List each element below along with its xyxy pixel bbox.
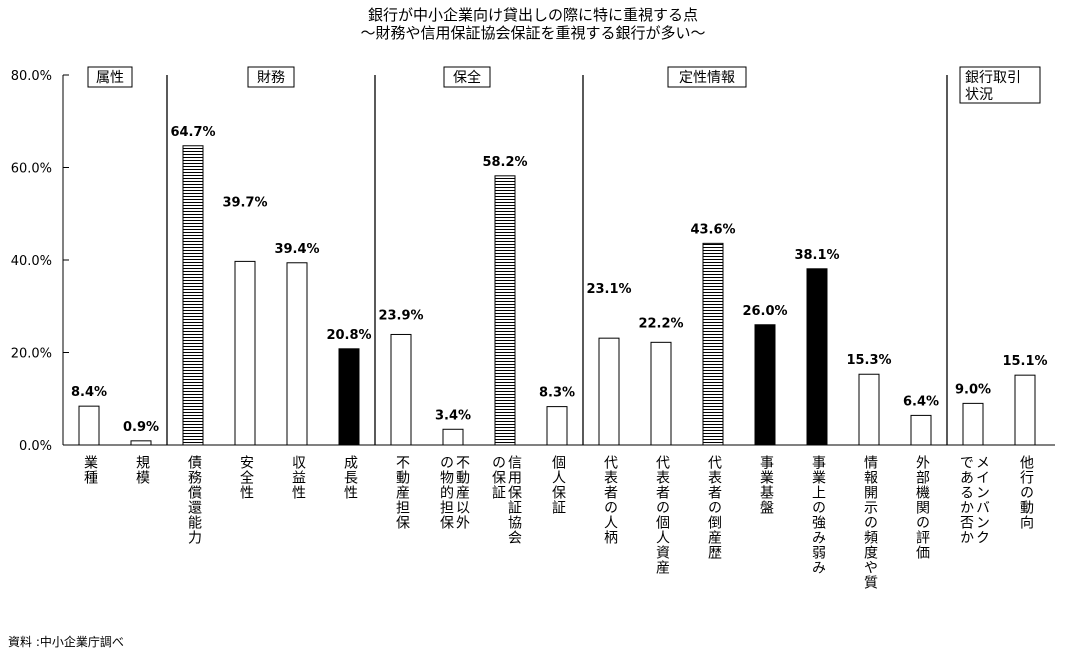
group-header-label: 状況 <box>965 87 993 103</box>
category-label: 規模 <box>134 455 150 485</box>
bar <box>546 406 568 446</box>
data-label: 26.0% <box>742 304 787 319</box>
bar <box>234 260 256 446</box>
bar <box>1014 374 1036 446</box>
category-label: 代表者の倒産歴 <box>706 455 722 560</box>
category-label: 収益性 <box>290 455 306 500</box>
data-label: 58.2% <box>482 155 527 170</box>
data-label: 23.1% <box>586 282 631 297</box>
category-label-line: 代表者の人柄 <box>602 455 618 545</box>
category-label-line: メインバンク <box>974 455 990 545</box>
data-label: 39.7% <box>222 195 267 210</box>
category-label: メインバンク であるか否か <box>958 455 990 545</box>
bar <box>390 333 412 446</box>
group-header-label: 財務 <box>257 70 285 86</box>
category-label-line: 債務償還能力 <box>186 455 202 545</box>
bar <box>806 268 828 446</box>
chart-subtitle: ～財務や信用保証協会保証を重視する銀行が多い～ <box>360 24 705 42</box>
bar <box>598 337 620 446</box>
bar <box>286 262 308 446</box>
y-tick-label: 20.0% <box>11 347 52 362</box>
data-label: 20.8% <box>326 328 371 343</box>
bar <box>442 428 464 446</box>
category-label: 業種 <box>82 455 98 485</box>
data-label: 0.9% <box>123 420 159 435</box>
data-label: 38.1% <box>794 248 839 263</box>
source-note: 資料 :中小企業庁調べ <box>8 635 124 649</box>
category-label: 信用保証協会 の保証 <box>490 455 522 545</box>
bar <box>338 348 360 446</box>
bar <box>182 145 204 446</box>
y-tick-label: 60.0% <box>11 162 52 177</box>
bar <box>78 405 100 446</box>
category-label-line: 外部機関の評価 <box>914 455 930 560</box>
category-label-line: 不動産以外 <box>454 455 470 530</box>
group-header-box <box>959 66 1041 104</box>
category-label: 債務償還能力 <box>186 455 202 545</box>
bar <box>650 341 672 446</box>
group-header-box <box>667 66 747 88</box>
category-label: 情報開示の頻度や質 <box>862 455 878 590</box>
category-label: 代表者の人柄 <box>602 455 618 545</box>
category-label: 事業基盤 <box>758 455 774 515</box>
category-label-line: 収益性 <box>290 455 306 500</box>
bar <box>130 440 152 446</box>
category-label-line: の保証 <box>490 455 506 500</box>
category-label: 外部機関の評価 <box>914 455 930 560</box>
category-label: 代表者の個人資産 <box>654 455 670 575</box>
bar <box>962 402 984 446</box>
data-label: 23.9% <box>378 308 423 323</box>
data-label: 64.7% <box>170 125 215 140</box>
data-label: 15.3% <box>846 353 891 368</box>
category-label: 他行の動向 <box>1018 455 1034 530</box>
chart-title: 銀行が中小企業向け貸出しの際に特に重視する点 <box>368 6 698 24</box>
category-label-line: 他行の動向 <box>1018 455 1034 530</box>
category-label-line: の物的担保 <box>438 455 454 530</box>
category-label-line: 個人保証 <box>550 455 566 515</box>
y-tick-label: 0.0% <box>19 439 52 454</box>
bar <box>910 414 932 446</box>
data-label: 8.3% <box>539 386 575 401</box>
category-label-line: 事業基盤 <box>758 455 774 515</box>
y-tick-label: 40.0% <box>11 254 52 269</box>
bar <box>754 324 776 446</box>
group-header-label: 銀行取引 <box>965 70 1021 86</box>
group-header-label: 属性 <box>96 70 124 86</box>
category-label-line: 成長性 <box>342 455 358 500</box>
category-label: 不動産以外 の物的担保 <box>438 455 470 530</box>
group-header-box <box>247 66 295 88</box>
group-header-box <box>443 66 491 88</box>
data-label: 43.6% <box>690 222 735 237</box>
data-label: 9.0% <box>955 382 991 397</box>
category-label-line: 安全性 <box>238 455 254 500</box>
category-label-line: 不動産担保 <box>394 455 410 530</box>
data-label: 22.2% <box>638 316 683 331</box>
bar <box>702 242 724 446</box>
category-label-line: 事業上の強み弱み <box>810 455 826 575</box>
category-label-line: 代表者の個人資産 <box>654 455 670 575</box>
category-label-line: であるか否か <box>958 455 974 545</box>
group-header-box <box>87 66 133 88</box>
data-label: 6.4% <box>903 394 939 409</box>
group-header-label: 定性情報 <box>679 70 735 86</box>
data-label: 15.1% <box>1002 354 1047 369</box>
category-label: 個人保証 <box>550 455 566 515</box>
bar <box>494 175 516 446</box>
category-label-line: 代表者の倒産歴 <box>706 455 722 560</box>
category-label-line: 情報開示の頻度や質 <box>862 455 878 590</box>
y-tick-label: 80.0% <box>11 69 52 84</box>
data-label: 8.4% <box>71 385 107 400</box>
bar <box>858 373 880 446</box>
category-label: 安全性 <box>238 455 254 500</box>
category-label-line: 規模 <box>134 455 150 485</box>
data-label: 3.4% <box>435 408 471 423</box>
category-label: 成長性 <box>342 455 358 500</box>
category-label-line: 業種 <box>82 455 98 485</box>
category-label: 不動産担保 <box>394 455 410 530</box>
group-header-label: 保全 <box>453 69 481 86</box>
category-label: 事業上の強み弱み <box>810 455 826 575</box>
data-label: 39.4% <box>274 242 319 257</box>
category-label-line: 信用保証協会 <box>506 455 522 545</box>
